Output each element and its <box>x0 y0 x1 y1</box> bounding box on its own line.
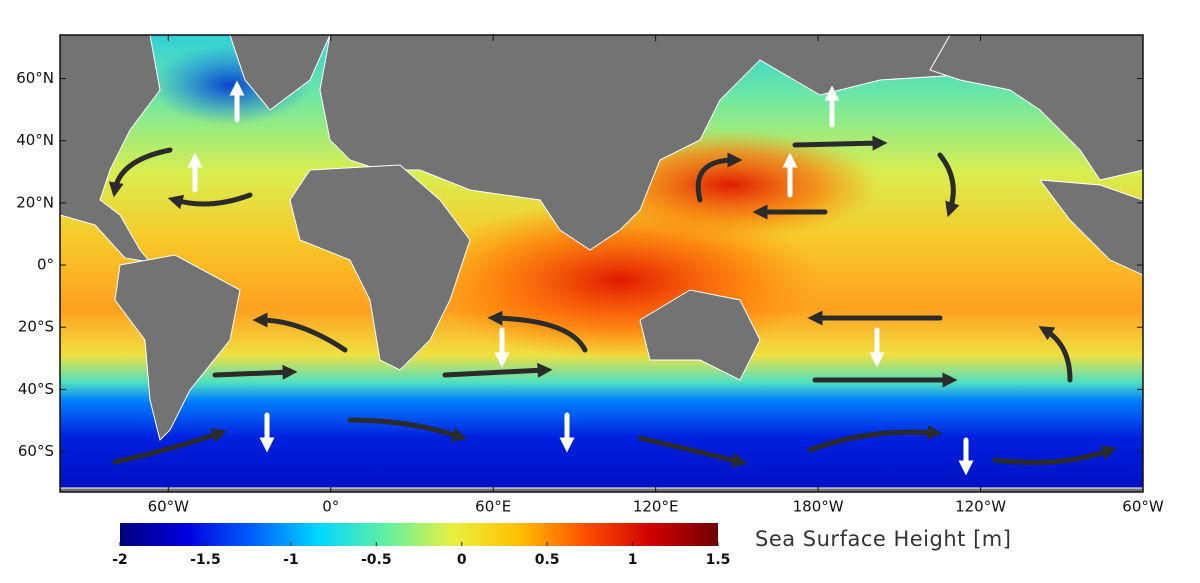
colorbar-tick-label: -1 <box>283 552 299 568</box>
current-arrow <box>108 147 173 198</box>
current-arrow <box>212 364 298 380</box>
lon-tick-label: 60°W <box>148 498 190 516</box>
colorbar-tick-label: 0 <box>457 552 467 568</box>
land <box>229 35 331 111</box>
lat-tick-label: 60°N <box>16 69 54 87</box>
current-arrow <box>637 435 748 468</box>
current-arrow <box>167 192 253 210</box>
current-arrow <box>937 152 960 218</box>
colorbar-tick-label: -0.5 <box>361 552 392 568</box>
current-arrow <box>807 424 943 453</box>
land <box>289 164 471 371</box>
current-arrow <box>112 428 228 465</box>
current-arrow <box>252 312 348 353</box>
map-area <box>60 35 1143 492</box>
land <box>639 289 761 381</box>
land <box>1038 179 1143 276</box>
current-arrow <box>487 310 588 353</box>
current-arrow <box>992 445 1118 465</box>
current-arrow <box>1038 326 1073 383</box>
lat-tick-label: 20°S <box>18 318 54 336</box>
land <box>319 35 1061 251</box>
lat-tick-label: 60°S <box>18 442 54 460</box>
lon-tick-label: 120°W <box>955 498 1006 516</box>
colorbar-tick-label: 0.5 <box>535 552 560 568</box>
colorbar-tick-label: 1.5 <box>706 552 731 568</box>
lon-tick-label: 60°W <box>1122 498 1164 516</box>
current-arrow <box>442 362 553 378</box>
lon-tick-label: 120°E <box>633 498 679 516</box>
map-frame <box>59 34 1144 493</box>
colorbar-label: Sea Surface Height [m] <box>755 527 1011 551</box>
lon-tick-label: 60°E <box>475 498 511 516</box>
current-arrow <box>695 152 743 203</box>
current-arrow <box>792 135 888 151</box>
colorbar-tick-label: -2 <box>112 552 128 568</box>
current-arrow <box>347 417 468 442</box>
colorbar <box>120 523 718 546</box>
land <box>60 35 161 263</box>
land <box>929 35 1143 181</box>
lon-tick-label: 0° <box>322 498 339 516</box>
colorbar-tick-label: 1 <box>628 552 638 568</box>
lat-tick-label: 0° <box>37 256 54 274</box>
lon-tick-label: 180°W <box>793 498 844 516</box>
lat-tick-label: 40°S <box>18 380 54 398</box>
lat-tick-label: 20°N <box>16 193 54 211</box>
colorbar-tick-label: -1.5 <box>190 552 221 568</box>
lat-tick-label: 40°N <box>16 131 54 149</box>
land <box>114 254 241 441</box>
